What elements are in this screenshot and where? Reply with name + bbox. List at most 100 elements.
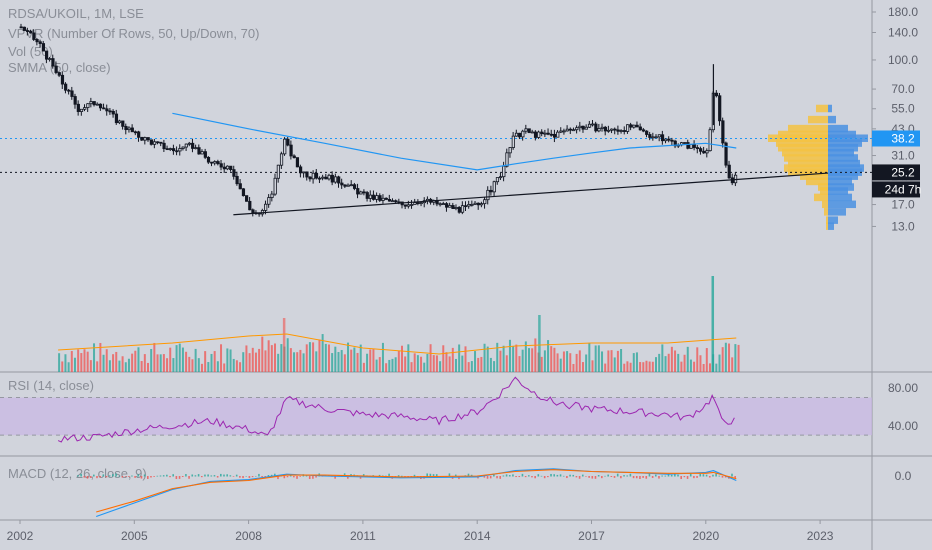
vpvr-down-bar (828, 183, 854, 191)
candle-body (626, 124, 630, 132)
macd-histogram-bar (124, 476, 127, 477)
vpvr-down-bar (828, 139, 862, 147)
vpvr-down-bar (828, 187, 848, 195)
candle-body (305, 171, 309, 178)
legend-smma[interactable]: SMMA (50, close) (8, 60, 111, 75)
macd-histogram-bar (296, 476, 298, 479)
volume-bar (480, 356, 483, 372)
volume-bar (591, 360, 594, 372)
candle-body (692, 144, 696, 148)
volume-bar (270, 345, 273, 372)
candle-body (165, 148, 169, 151)
macd-histogram-bar (277, 476, 279, 480)
candle-body (200, 151, 204, 155)
legend-macd[interactable]: MACD (12, 26, close, 9) (8, 466, 147, 481)
volume-bar (302, 353, 305, 372)
macd-histogram-bar (718, 475, 721, 477)
macd-histogram-bar (223, 474, 225, 477)
candle-body (613, 128, 617, 131)
volume-bar (305, 344, 308, 372)
vpvr-down-bar (828, 164, 864, 172)
vpvr-down-bar (828, 208, 846, 216)
candle-body (689, 144, 693, 149)
candle-body (524, 128, 528, 132)
price-tag-last (872, 164, 920, 181)
macd-histogram-bar (242, 476, 244, 479)
volume-bar (477, 357, 480, 372)
macd-histogram-bar (724, 476, 727, 478)
candle-body (25, 30, 30, 32)
volume-bar (112, 354, 115, 372)
candle-body (302, 171, 306, 174)
volume-bar (655, 357, 657, 372)
candle-body (727, 164, 731, 179)
macd-histogram-bar (140, 476, 143, 479)
vpvr-up-bar (782, 148, 828, 157)
candle-body (384, 197, 388, 200)
macd-histogram-bar (185, 474, 187, 477)
legend-volume[interactable]: Vol (50) (8, 44, 53, 59)
macd-histogram-bar (686, 476, 689, 479)
candle-body (594, 123, 598, 132)
candle-body (54, 65, 58, 73)
legend-symbol[interactable]: RDSA/UKOIL, 1M, LSE (8, 6, 144, 21)
candle-body (387, 199, 392, 202)
macd-histogram-bar (435, 474, 438, 477)
candle-body (289, 144, 293, 157)
volume-bar (559, 358, 562, 372)
volume-bar (413, 353, 416, 372)
candle-body (57, 72, 61, 76)
candle-body (286, 138, 290, 146)
volume-bar (613, 357, 616, 372)
candle-body (346, 184, 350, 187)
candle-body (45, 50, 49, 60)
candle-body (133, 131, 138, 134)
macd-histogram-bar (299, 476, 301, 477)
volume-bar (470, 361, 473, 372)
macd-histogram-bar (623, 475, 625, 477)
volume-bar (362, 362, 365, 372)
volume-bar (556, 353, 559, 372)
volume-bar (366, 353, 369, 372)
macd-histogram-bar (591, 476, 594, 479)
macd-histogram-bar (578, 476, 581, 479)
macd-histogram-bar (708, 476, 711, 478)
time-axis-label: 2011 (350, 529, 376, 543)
legend-vpvr[interactable]: VPVR (Number Of Rows, 50, Up/Down, 70) (8, 26, 260, 41)
volume-bar (642, 362, 645, 372)
volume-bar (254, 352, 257, 372)
vpvr-up-bar (800, 172, 828, 180)
candle-body (79, 108, 84, 112)
candle-body (486, 189, 490, 201)
candle-body (457, 207, 461, 213)
volume-bar (401, 345, 403, 372)
volume-bar (340, 350, 343, 372)
volume-bar (147, 362, 149, 372)
macd-histogram-bar (655, 474, 657, 477)
volume-bar (432, 355, 435, 372)
candle-body (162, 142, 166, 150)
volume-bar (188, 356, 191, 372)
volume-bar (312, 342, 315, 372)
macd-histogram-bar (528, 475, 530, 477)
candle-body (483, 199, 487, 205)
macd-histogram-bar (388, 473, 390, 477)
volume-bar (143, 354, 146, 372)
candle-body (298, 166, 303, 174)
candle-body (699, 148, 703, 152)
candle-body (629, 124, 633, 128)
volume-bar (280, 344, 283, 372)
volume-bar (61, 361, 64, 372)
volume-bar (200, 363, 203, 372)
legend-rsi[interactable]: RSI (14, close) (8, 378, 94, 393)
volume-bar (515, 344, 518, 372)
volume-bar (220, 344, 223, 372)
candle-body (673, 140, 677, 147)
macd-histogram-bar (632, 476, 635, 479)
candle-body (225, 165, 230, 170)
candle-body (372, 194, 376, 200)
volume-bar (531, 348, 534, 372)
volume-bar (229, 349, 232, 372)
volume-bar (327, 344, 330, 372)
